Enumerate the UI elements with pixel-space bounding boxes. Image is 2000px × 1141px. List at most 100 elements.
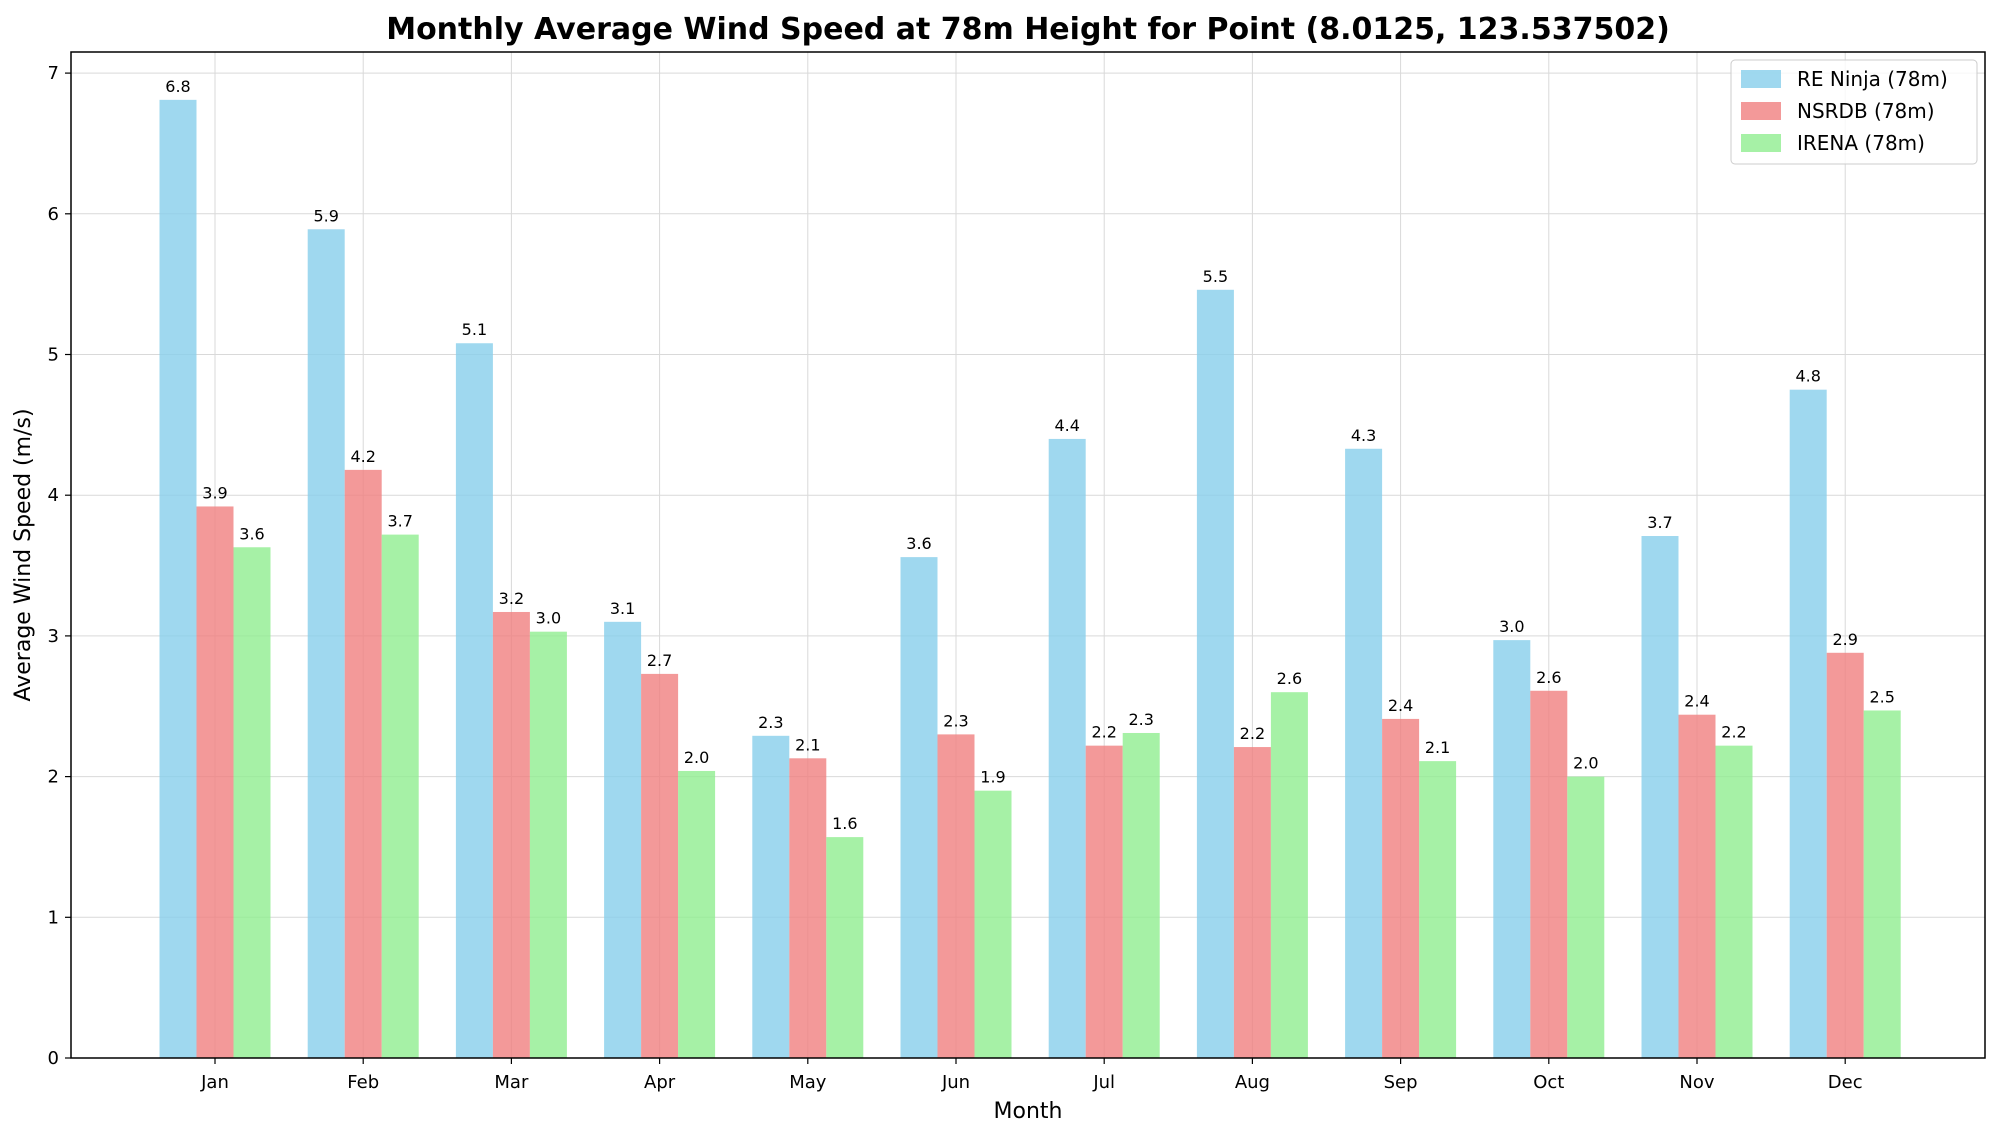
- bar-nsrdb-78m: [641, 673, 679, 1058]
- data-label: 3.6: [906, 534, 931, 553]
- data-label: 3.2: [499, 589, 524, 608]
- bar-nsrdb-78m: [196, 506, 234, 1058]
- data-label: 5.5: [1203, 267, 1228, 286]
- data-label: 2.6: [1277, 669, 1302, 688]
- bar-re-ninja-78m: [900, 557, 938, 1058]
- data-label: 4.8: [1795, 367, 1820, 386]
- data-label: 2.6: [1536, 668, 1561, 687]
- bar-re-ninja-78m: [159, 99, 197, 1058]
- y-tick-label: 1: [48, 907, 59, 928]
- bar-nsrdb-78m: [1678, 714, 1716, 1058]
- legend-swatch: [1741, 134, 1781, 152]
- bar-irena-78m: [381, 534, 419, 1058]
- data-label: 2.5: [1869, 687, 1894, 706]
- bar-nsrdb-78m: [1233, 747, 1271, 1058]
- data-label: 5.1: [462, 320, 487, 339]
- data-label: 6.8: [165, 77, 190, 96]
- x-tick-label: Apr: [644, 1072, 676, 1093]
- data-label: 3.7: [1647, 513, 1672, 532]
- y-tick-label: 4: [48, 485, 59, 506]
- data-label: 2.1: [795, 735, 820, 754]
- y-tick-label: 7: [48, 63, 59, 84]
- bar-irena-78m: [1122, 732, 1160, 1058]
- data-label: 2.4: [1684, 692, 1709, 711]
- data-label: 3.7: [387, 512, 412, 531]
- data-label: 5.9: [313, 206, 338, 225]
- data-label: 3.6: [239, 524, 264, 543]
- data-label: 2.2: [1091, 723, 1116, 742]
- bar-re-ninja-78m: [1048, 438, 1086, 1058]
- bar-re-ninja-78m: [1641, 536, 1679, 1058]
- bar-irena-78m: [529, 631, 567, 1058]
- data-label: 3.0: [1499, 617, 1524, 636]
- bar-irena-78m: [233, 547, 271, 1058]
- data-label: 2.1: [1425, 738, 1450, 757]
- legend-frame: [1730, 59, 1978, 165]
- x-tick-label: Dec: [1828, 1072, 1863, 1093]
- bar-nsrdb-78m: [1085, 745, 1123, 1058]
- bar-re-ninja-78m: [1196, 289, 1234, 1058]
- bar-irena-78m: [678, 770, 716, 1058]
- x-axis-label: Month: [994, 1099, 1063, 1124]
- x-tick-label: Aug: [1235, 1072, 1270, 1093]
- data-label: 4.4: [1054, 416, 1079, 435]
- x-tick-label: Feb: [347, 1072, 379, 1093]
- y-tick-label: 0: [48, 1048, 59, 1069]
- data-label: 1.6: [832, 814, 857, 833]
- y-tick-label: 5: [48, 345, 59, 366]
- y-tick-label: 3: [48, 626, 59, 647]
- bar-re-ninja-78m: [1789, 389, 1827, 1058]
- bar-nsrdb-78m: [789, 758, 827, 1058]
- bar-nsrdb-78m: [492, 611, 530, 1058]
- bar-irena-78m: [1419, 761, 1457, 1058]
- data-label: 3.9: [202, 483, 227, 502]
- bar-re-ninja-78m: [1493, 640, 1531, 1058]
- bar-irena-78m: [1567, 776, 1605, 1058]
- legend-swatch: [1741, 70, 1781, 88]
- x-tick-label: Sep: [1384, 1072, 1418, 1093]
- bar-irena-78m: [826, 837, 864, 1058]
- data-label: 2.9: [1832, 630, 1857, 649]
- bar-irena-78m: [1270, 692, 1308, 1058]
- legend-swatch: [1741, 102, 1781, 120]
- x-tick-label: Mar: [494, 1072, 529, 1093]
- data-label: 2.3: [943, 711, 968, 730]
- x-tick-label: Nov: [1679, 1072, 1714, 1093]
- data-label: 2.2: [1721, 723, 1746, 742]
- data-label: 3.1: [610, 599, 635, 618]
- bar-irena-78m: [1863, 710, 1901, 1058]
- x-tick-label: Jan: [200, 1072, 229, 1093]
- bar-nsrdb-78m: [1382, 718, 1420, 1058]
- data-label: 2.0: [1573, 754, 1598, 773]
- legend-label: IRENA (78m): [1797, 131, 1925, 155]
- bar-re-ninja-78m: [752, 735, 790, 1058]
- plot-frame: [70, 51, 1986, 1059]
- data-label: 2.0: [684, 748, 709, 767]
- bar-irena-78m: [1715, 745, 1753, 1058]
- x-tick-label: Jul: [1092, 1072, 1115, 1093]
- bar-re-ninja-78m: [604, 621, 642, 1058]
- y-axis: 0 1 2 3 4 5 6 7: [48, 63, 71, 1069]
- bar-irena-78m: [974, 790, 1012, 1058]
- y-axis-label: Average Wind Speed (m/s): [11, 408, 36, 701]
- data-labels-layer: 6.8 5.9 5.1 3.1 2.3 3.6 4.4 5.5 4.3 3.0 3.7 4.8 3.9 4…: [165, 77, 1895, 833]
- legend-label: RE Ninja (78m): [1797, 67, 1948, 91]
- data-label: 4.2: [350, 447, 375, 466]
- chart-title: Monthly Average Wind Speed at 78m Height…: [386, 12, 1670, 47]
- data-label: 2.7: [647, 651, 672, 670]
- x-tick-label: Jun: [941, 1072, 970, 1093]
- legend: RE Ninja (78m) NSRDB (78m) IRENA (78m): [1730, 59, 1978, 165]
- y-tick-label: 6: [48, 204, 59, 225]
- data-label: 2.3: [1128, 710, 1153, 729]
- data-label: 4.3: [1351, 426, 1376, 445]
- legend-label: NSRDB (78m): [1797, 99, 1935, 123]
- x-tick-label: May: [789, 1072, 827, 1093]
- data-label: 3.0: [536, 609, 561, 628]
- y-tick-label: 2: [48, 767, 59, 788]
- data-label: 2.2: [1240, 724, 1265, 743]
- bars-layer: [159, 99, 1901, 1058]
- bar-nsrdb-78m: [1826, 652, 1864, 1058]
- bar-re-ninja-78m: [455, 343, 493, 1058]
